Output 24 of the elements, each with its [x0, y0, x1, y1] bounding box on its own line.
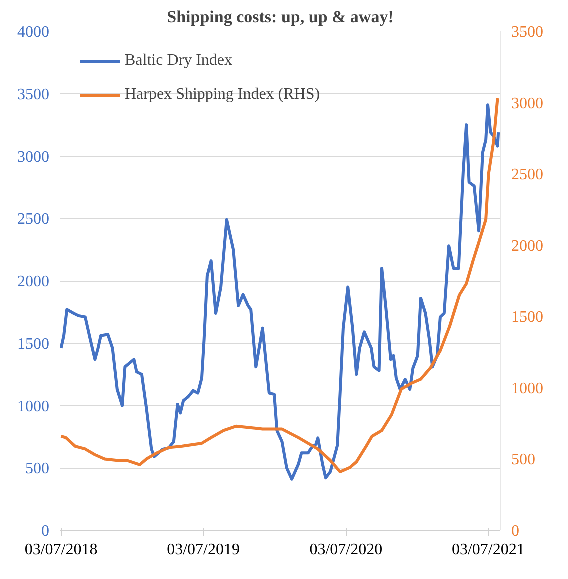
y-tick-label: 3000 [18, 148, 50, 166]
y-tick-label: 4000 [18, 24, 50, 41]
y-tick-label: 2500 [18, 211, 50, 228]
y2-tick-label: 3500 [512, 24, 544, 41]
x-tick-label: 03/07/2020 [310, 542, 383, 558]
chart-title: Shipping costs: up, up & away! [167, 8, 394, 26]
y-tick-label: 3500 [18, 86, 50, 104]
legend-label: Baltic Dry Index [125, 52, 233, 70]
y-tick-label: 2000 [18, 274, 50, 290]
x-tick-label: 03/07/2021 [452, 542, 525, 558]
x-tick-label: 03/07/2019 [167, 542, 240, 558]
x-tick-label: 03/07/2018 [24, 542, 98, 558]
y-tick-label: 0 [42, 523, 50, 540]
y2-tick-label: 3000 [512, 95, 544, 112]
y2-tick-label: 2000 [512, 238, 544, 255]
y2-tick-label: 1500 [512, 309, 544, 326]
y2-tick-label: 0 [512, 523, 520, 540]
y-tick-label: 1500 [18, 336, 50, 353]
y-tick-label: 500 [26, 460, 50, 478]
y2-tick-label: 1000 [512, 380, 544, 398]
legend-label: Harpex Shipping Index (RHS) [125, 86, 320, 104]
y2-tick-label: 2500 [512, 166, 544, 184]
y2-tick-label: 500 [512, 452, 536, 469]
y-tick-label: 1000 [18, 398, 50, 416]
